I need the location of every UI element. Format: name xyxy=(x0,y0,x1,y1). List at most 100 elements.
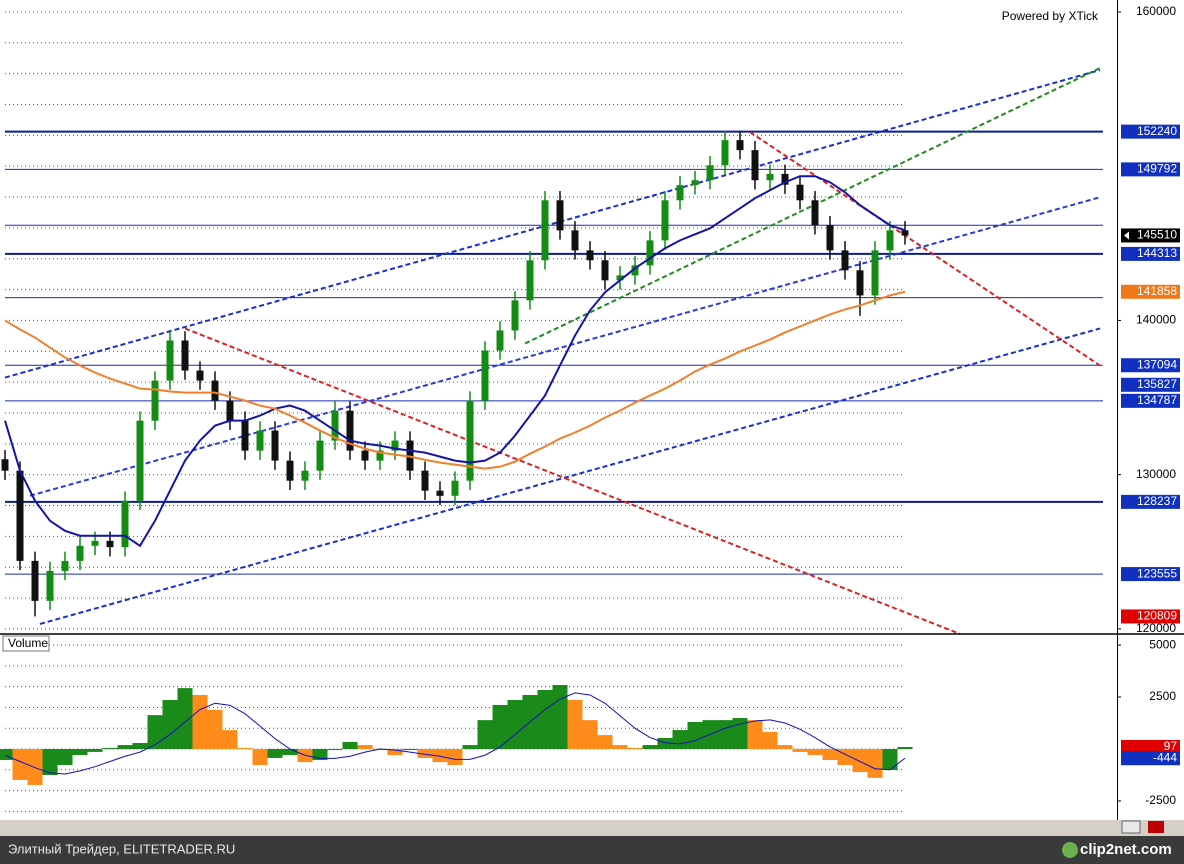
current-marker xyxy=(1124,231,1129,240)
candle-body xyxy=(466,400,474,481)
price-label-box xyxy=(1121,567,1180,582)
candle-body xyxy=(226,400,234,421)
bar xyxy=(822,749,838,761)
bar xyxy=(147,715,163,750)
candle-body xyxy=(571,230,579,251)
bar xyxy=(552,685,568,750)
bar xyxy=(792,749,808,752)
y-tick-label: 140000 xyxy=(1136,313,1176,327)
trend-line xyxy=(749,131,1101,367)
candle-body xyxy=(61,560,69,571)
bar xyxy=(432,749,448,763)
candle-body xyxy=(31,560,39,601)
candle-body xyxy=(1,459,9,471)
bar xyxy=(237,747,253,750)
bar xyxy=(597,735,613,750)
bar xyxy=(762,731,778,750)
candle-body xyxy=(376,450,384,461)
candle-body xyxy=(736,140,744,151)
price-label-box xyxy=(1121,494,1180,509)
candle-body xyxy=(661,200,669,241)
bar xyxy=(87,749,103,752)
bar xyxy=(867,749,883,778)
price-label: 120809 xyxy=(1137,609,1177,623)
candle-body xyxy=(286,460,294,481)
candle-body xyxy=(526,260,534,301)
trend-line xyxy=(4,69,1101,379)
candle-body xyxy=(391,440,399,451)
bar xyxy=(267,749,283,758)
candle-body xyxy=(886,230,894,251)
trend-line xyxy=(524,67,1101,345)
candle-body xyxy=(346,410,354,451)
candle-body xyxy=(901,230,909,236)
candle-body xyxy=(196,370,204,381)
candle-body xyxy=(826,225,834,251)
candle-body xyxy=(676,185,684,201)
candle-body xyxy=(16,470,24,561)
candle-body xyxy=(451,480,459,496)
exit-button[interactable] xyxy=(1148,821,1164,833)
bar xyxy=(642,745,658,750)
bar xyxy=(282,749,298,756)
bar xyxy=(897,746,913,750)
candle-body xyxy=(271,430,279,461)
bar xyxy=(312,749,328,761)
price-label: 123555 xyxy=(1137,566,1177,580)
bar xyxy=(27,749,43,785)
candle-body xyxy=(556,200,564,231)
bar xyxy=(0,749,13,761)
bar xyxy=(537,689,553,750)
candle-body xyxy=(76,545,84,561)
y-tick-label: 130000 xyxy=(1136,467,1176,481)
bar xyxy=(492,704,508,750)
price-label: -444 xyxy=(1153,750,1177,764)
footer-logo: clip2net.com xyxy=(1080,841,1172,858)
bar xyxy=(342,741,358,750)
candle-body xyxy=(871,250,879,296)
candle-body xyxy=(421,470,429,491)
bar xyxy=(132,742,148,750)
scroll-button[interactable] xyxy=(1121,820,1141,834)
price-label-box xyxy=(1121,284,1180,299)
candle-body xyxy=(586,250,594,261)
price-label: 97 xyxy=(1164,739,1178,753)
candle-body xyxy=(721,140,729,166)
bar xyxy=(777,745,793,750)
bar xyxy=(882,749,898,770)
bar xyxy=(417,749,433,758)
moving-average xyxy=(4,290,906,470)
bar xyxy=(672,730,688,750)
price-label-box xyxy=(1121,377,1180,392)
candle-body xyxy=(856,270,864,296)
candle-body xyxy=(766,173,774,181)
trend-line xyxy=(29,196,1101,497)
price-label-box xyxy=(1121,393,1180,408)
price-label: 149792 xyxy=(1137,162,1177,176)
footer-caption: Элитный Трейдер, ELITETRADER.RU xyxy=(8,841,235,856)
bar xyxy=(207,709,223,750)
candle-body xyxy=(151,380,159,421)
candle-body xyxy=(301,470,309,481)
candle-body xyxy=(256,430,264,451)
candle-body xyxy=(106,540,114,548)
bar xyxy=(192,694,208,750)
y-tick-label: 5000 xyxy=(1149,637,1176,651)
bar xyxy=(252,749,268,766)
bar xyxy=(852,749,868,773)
footer xyxy=(0,836,1184,864)
price-label: 134787 xyxy=(1137,393,1177,407)
price-label-box xyxy=(1121,162,1180,177)
candle-body xyxy=(706,165,714,181)
signal-line xyxy=(4,692,906,775)
candle-body xyxy=(751,150,759,181)
candle-body xyxy=(511,300,519,331)
bar xyxy=(402,749,418,751)
candle-body xyxy=(541,200,549,261)
y-tick-label: 120000 xyxy=(1136,621,1176,635)
price-label-box xyxy=(1121,246,1180,261)
bar xyxy=(717,720,733,750)
bar xyxy=(687,721,703,750)
logo-icon xyxy=(1062,842,1078,858)
